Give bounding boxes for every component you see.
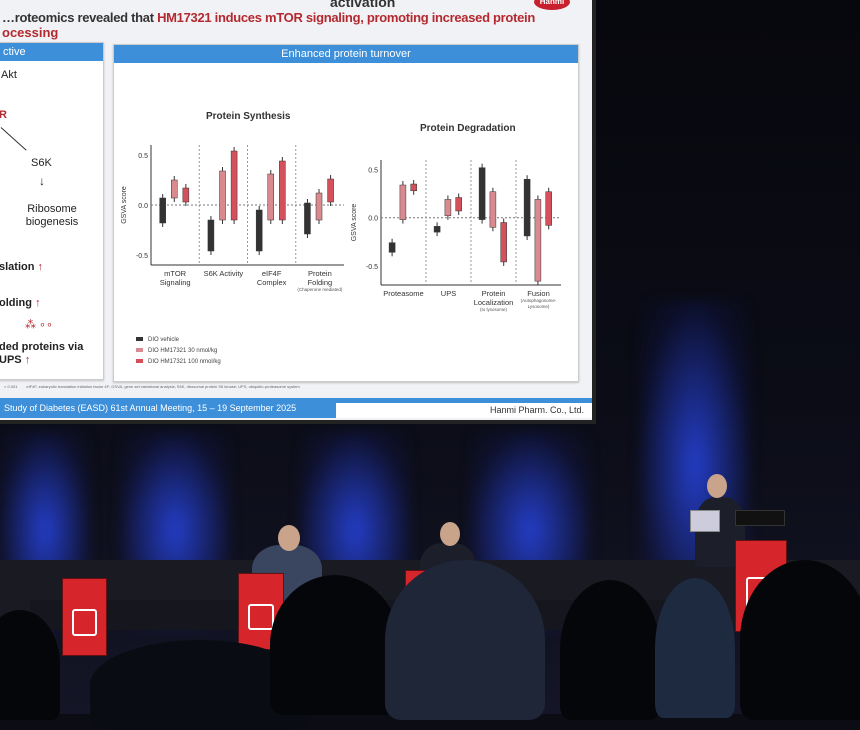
translation-label: slation (0, 261, 35, 273)
slide-title-top-fragment: activation (330, 0, 396, 10)
x-category-text: Protein Localization (473, 289, 514, 307)
box (171, 179, 178, 199)
box (500, 222, 507, 263)
chart-title-synthesis: Protein Synthesis (206, 111, 291, 122)
box (159, 197, 166, 224)
pathway-s6k: S6K (31, 157, 52, 169)
box (279, 160, 286, 221)
hanmi-logo: Hanmi (534, 0, 570, 10)
box (545, 191, 552, 226)
x-category-sublabel: (Autophagosome-Lysosome) (520, 298, 557, 309)
box (230, 150, 238, 221)
slide-title-line2: ocessing (2, 25, 59, 40)
arrow (0, 127, 27, 151)
y-tick-label: 0.5 (138, 153, 148, 160)
protein-synthesis-boxplot: 0.5 0.0 -0.5 GSVA score (121, 145, 344, 266)
lectern-monitor (735, 510, 785, 526)
protein-degradation-boxplot: 0.5 0.0 -0.5 GSVA score (351, 160, 561, 286)
laptop (690, 510, 720, 532)
ups-label: ded proteins via UPS (0, 341, 84, 366)
audience-member (560, 580, 660, 720)
footer-company: Hanmi Pharm. Co., Ltd. (336, 398, 592, 418)
audience-member (740, 560, 860, 720)
x-category-text: Proteasome (383, 289, 424, 298)
audience-member (655, 578, 735, 718)
x-category-text: Protein Folding (307, 269, 333, 287)
y-tick-label: -0.5 (136, 253, 148, 260)
up-arrow-icon: ↑ (35, 297, 41, 309)
left-panel-header: ctive (0, 43, 103, 61)
x-category-label: S6K Activity (200, 269, 246, 278)
x-category-label: eIF4F Complex (249, 269, 295, 287)
box (489, 191, 497, 228)
panelist-head (278, 525, 300, 551)
x-category-text: mTOR Signaling (159, 269, 191, 287)
x-category-label: Protein Localization (to lysosome) (472, 289, 515, 313)
y-tick-label: 0.0 (368, 216, 378, 223)
box (219, 170, 226, 221)
ribosome-biogenesis: Ribosome biogenesis (25, 203, 79, 228)
right-panel-header: Enhanced protein turnover (114, 45, 578, 63)
folding-label: olding (0, 297, 32, 309)
x-category-label: UPS (427, 289, 470, 298)
x-category-text: eIF4F Complex (256, 269, 287, 287)
audience-member (385, 560, 545, 720)
pathway-akt: Akt (1, 69, 17, 81)
x-category-sublabel: (Chaperone mediated) (297, 287, 343, 292)
audience-member (0, 610, 60, 720)
x-category-label: Proteasome (382, 289, 425, 298)
panelist-head (440, 522, 460, 546)
y-tick-label: 0.5 (368, 168, 378, 175)
x-category-text: S6K Activity (203, 269, 244, 278)
y-tick-label: -0.5 (366, 264, 378, 271)
box (433, 226, 441, 233)
box (534, 199, 542, 282)
box (207, 219, 215, 252)
pathway-mtor: R (0, 109, 7, 122)
chart-title-degradation: Protein Degradation (420, 123, 516, 134)
box (327, 178, 334, 203)
audience-member (270, 575, 400, 715)
arrow-down-icon: ↓ (39, 174, 45, 188)
slide-title: …roteomics revealed that HM17321 induces… (2, 10, 535, 25)
up-arrow-icon: ↑ (24, 354, 31, 366)
x-category-text: Fusion (527, 289, 550, 298)
x-category-text: UPS (440, 289, 457, 298)
y-axis-label: GSVA score (121, 186, 128, 224)
box (267, 173, 275, 221)
box (455, 197, 462, 212)
x-category-sublabel: (to lysosome) (479, 307, 507, 312)
x-category-label: mTOR Signaling (152, 269, 198, 287)
legend-item: DIO HM17321 100 nmol/kg (136, 357, 221, 368)
box (399, 184, 407, 220)
right-panel: Enhanced protein turnover Protein Synthe… (113, 44, 579, 382)
name-placard (62, 578, 107, 656)
left-panel: ctive Akt R S6K ↓ Ribosome biogenesis sl… (0, 42, 104, 380)
x-category-label: Protein Folding (Chaperone mediated) (297, 269, 343, 293)
legend-item: DIO HM17321 30 nmol/kg (136, 346, 221, 357)
protein-molecules-icon: ⁂ ∘∘ (25, 319, 53, 331)
box (388, 242, 396, 253)
projection-slide: activation …roteomics revealed that HM17… (0, 0, 596, 424)
box (444, 199, 452, 217)
speaker-head (707, 474, 727, 498)
box (182, 187, 190, 203)
chart-legend: DIO vehicle DIO HM17321 30 nmol/kg DIO H… (136, 335, 221, 368)
x-category-label: Fusion (Autophagosome-Lysosome) (517, 289, 560, 310)
box (315, 192, 323, 221)
footer-conference: Study of Diabetes (EASD) 61st Annual Mee… (0, 398, 336, 418)
up-arrow-icon: ↑ (37, 261, 44, 273)
box (410, 183, 417, 192)
box (255, 209, 263, 252)
y-tick-label: 0.0 (138, 203, 148, 210)
legend-item: DIO vehicle (136, 335, 221, 346)
box (478, 167, 486, 220)
y-axis-label: GSVA score (351, 204, 358, 242)
box (523, 178, 531, 237)
box (304, 202, 311, 235)
footnote: < 0.001 eIF4F, eukaryotic translation in… (4, 384, 300, 389)
